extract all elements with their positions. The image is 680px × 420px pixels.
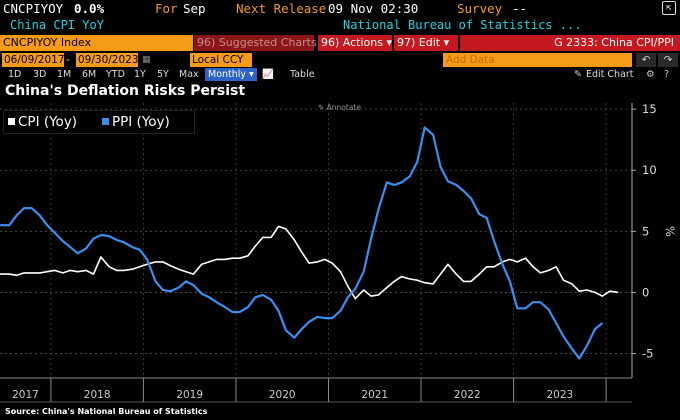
y-axis-unit: % (663, 226, 677, 237)
series-lines (0, 126, 619, 360)
gear-icon[interactable]: ⚙ (646, 69, 655, 80)
legend-cpi-label: CPI (Yoy) (18, 114, 78, 130)
x-tick-label: 2022 (454, 389, 481, 401)
cpi-line (0, 225, 619, 300)
legend-cpi-swatch (8, 118, 15, 125)
undo-icon[interactable]: ↶ (636, 53, 656, 67)
period-ytd[interactable]: YTD (106, 69, 125, 80)
quote-header: CNCPIYOY 0.0% For Sep Next Release 09 No… (0, 0, 680, 17)
x-tick-label: 2019 (176, 389, 203, 401)
ppi-line (0, 126, 604, 360)
edit-chart-button[interactable]: Edit Chart (586, 69, 634, 80)
x-tick-label: 2018 (84, 389, 111, 401)
period-1m[interactable]: 1M (57, 69, 72, 80)
calendar-icon[interactable]: ▦ (142, 55, 151, 65)
ticker-value: 0.0% (74, 1, 105, 16)
x-tick-label: 2017 (12, 389, 39, 401)
actions-menu[interactable]: 96) Actions ▾ (318, 35, 392, 51)
source-name: National Bureau of Statistics ... (343, 18, 582, 32)
end-date-input[interactable]: 09/30/2023 (76, 53, 139, 67)
security-field[interactable]: CNCPIYOY Index (0, 35, 193, 51)
for-label: For (155, 1, 178, 16)
start-date-input[interactable]: 06/09/2017 (2, 53, 65, 67)
pencil-icon[interactable]: ✎ (574, 69, 582, 80)
ticker-symbol[interactable]: CNCPIYOY (3, 1, 64, 16)
export-icon[interactable]: ⇱ (662, 1, 676, 15)
y-tick-label: 0 (642, 285, 649, 299)
add-data-input[interactable]: Add Data (443, 53, 632, 67)
table-button[interactable]: Table (290, 69, 315, 80)
period-1d[interactable]: 1D (8, 69, 22, 80)
next-release-label: Next Release (236, 1, 327, 16)
help-icon[interactable]: ? (664, 69, 670, 80)
date-separator: - (66, 54, 70, 66)
grid-lines (0, 103, 632, 378)
date-range-bar: 06/09/2017 - 09/30/2023 ▦ Local CCY Add … (0, 53, 680, 67)
chart-source: Source: China's National Bureau of Stati… (5, 407, 208, 416)
period-3d[interactable]: 3D (33, 69, 47, 80)
annotate-button[interactable]: ✎ Annotate (318, 103, 361, 112)
security-description: China CPI YoY (10, 18, 104, 32)
y-axis: -5 0 5 10 15% (631, 102, 677, 378)
y-tick-label: 5 (642, 224, 649, 238)
for-month: Sep (183, 1, 206, 16)
period-6m[interactable]: 6M (82, 69, 97, 80)
suggested-charts-button[interactable]: 96) Suggested Charts (194, 35, 317, 51)
toolbar: CNCPIYOY Index 96) Suggested Charts 96) … (0, 35, 680, 51)
y-tick-label: -5 (642, 347, 653, 361)
currency-select[interactable]: Local CCY (190, 53, 252, 67)
legend-ppi[interactable]: PPI (Yoy) (102, 111, 170, 133)
y-tick-label: 10 (642, 163, 657, 177)
legend-cpi[interactable]: CPI (Yoy) (8, 111, 77, 133)
annotate-icon: ✎ (318, 103, 327, 112)
frequency-select[interactable]: Monthly ▾ (205, 68, 257, 81)
x-tick-label: 2023 (546, 389, 573, 401)
x-tick-label: 2020 (269, 389, 296, 401)
period-bar: 1D 3D 1M 6M YTD 1Y 5Y Max Monthly ▾ 📈 Ta… (0, 68, 680, 81)
redo-icon[interactable]: ↷ (658, 53, 678, 67)
chart-legend: CPI (Yoy) PPI (Yoy) (3, 110, 195, 134)
legend-ppi-swatch (102, 118, 109, 125)
chart-title: China's Deflation Risks Persist (5, 83, 246, 99)
y-tick-label: 15 (642, 102, 657, 116)
x-tick-label: 2021 (361, 389, 388, 401)
survey-value: -- (512, 1, 528, 16)
legend-ppi-label: PPI (Yoy) (112, 114, 170, 130)
chart-name: G 2333: China CPI/PPI (460, 35, 680, 51)
next-release-date: 09 Nov 02:30 (328, 1, 419, 16)
period-1y[interactable]: 1Y (134, 69, 146, 80)
survey-label: Survey (457, 1, 503, 16)
x-axis: 2017 2018 2019 2020 2021 2022 2023 (0, 377, 632, 403)
line-chart-icon[interactable]: 📈 (262, 69, 274, 80)
period-max[interactable]: Max (179, 69, 199, 80)
edit-menu[interactable]: 97) Edit ▾ (394, 35, 458, 51)
period-5y[interactable]: 5Y (157, 69, 169, 80)
quote-subheader: China CPI YoY National Bureau of Statist… (0, 17, 680, 34)
annotate-label: Annotate (326, 103, 361, 112)
